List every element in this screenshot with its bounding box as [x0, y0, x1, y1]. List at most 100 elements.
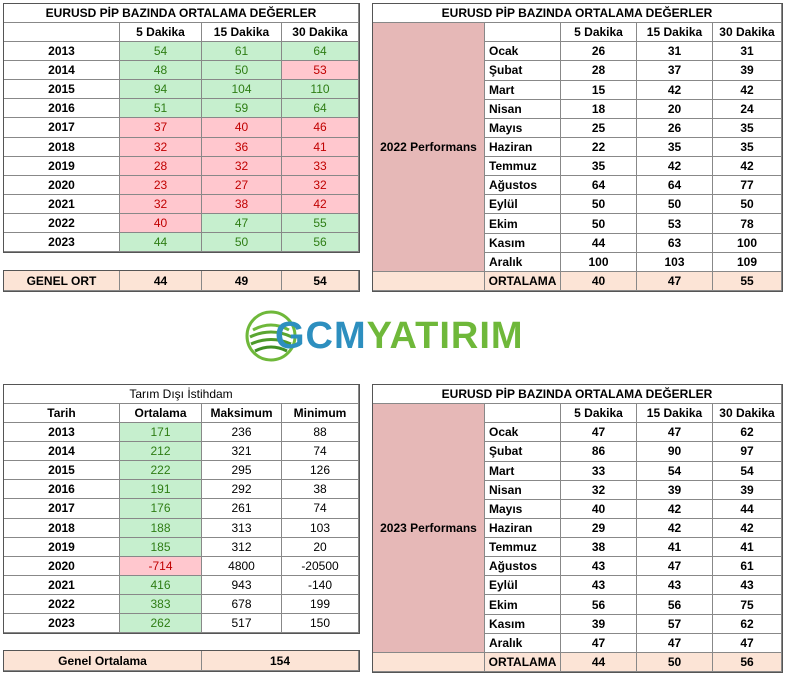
cell: 47: [637, 557, 713, 577]
cell: 103: [637, 252, 713, 272]
total-cell: 54: [282, 271, 359, 291]
total-cell: 154: [202, 651, 359, 671]
row-month: Aralık: [485, 252, 561, 272]
side-label: 2023 Performans: [373, 404, 485, 653]
row-year: 2016: [4, 99, 120, 119]
globe-icon: [245, 310, 297, 362]
cell: 212: [120, 442, 202, 462]
row-month: Ağustos: [485, 176, 561, 196]
table-title: EURUSD PİP BAZINDA ORTALAMA DEĞERLER: [373, 385, 782, 405]
row-year: 2021: [4, 194, 120, 214]
cell: 188: [120, 518, 202, 538]
row-year: 2015: [4, 80, 120, 100]
cell: 28: [561, 61, 637, 81]
total-label: Genel Ortalama: [4, 651, 202, 671]
cell: 22: [561, 137, 637, 158]
row-month: Haziran: [485, 518, 561, 539]
cell: 64: [282, 99, 359, 119]
cell: 262: [120, 613, 202, 633]
table-title: EURUSD PİP BAZINDA ORTALAMA DEĞERLER: [373, 4, 782, 24]
cell: 110: [282, 80, 359, 100]
cell: 35: [713, 118, 782, 138]
cell: 35: [713, 137, 782, 158]
column-header: Ortalama: [120, 404, 202, 424]
cell: 77: [713, 176, 782, 196]
cell: 31: [713, 42, 782, 62]
cell: 50: [202, 232, 282, 252]
cell: 26: [561, 42, 637, 62]
cell: 222: [120, 461, 202, 481]
row-year: 2022: [4, 594, 120, 614]
cell: 43: [713, 576, 782, 596]
column-header: 5 Dakika: [561, 404, 637, 424]
cell: 42: [637, 499, 713, 519]
cell: 62: [713, 614, 782, 634]
cell: 43: [561, 557, 637, 577]
cell: 42: [713, 157, 782, 177]
cell: 312: [202, 537, 282, 557]
cell: 50: [561, 214, 637, 234]
cell: 42: [713, 518, 782, 539]
cell: 383: [120, 594, 202, 614]
cell: 53: [637, 214, 713, 234]
cell: 33: [561, 461, 637, 481]
cell: 103: [282, 518, 359, 538]
yearly-average-total: GENEL ORT 44 49 54: [3, 270, 360, 292]
cell: 40: [561, 499, 637, 519]
cell: 38: [202, 194, 282, 214]
cell: 20: [637, 99, 713, 119]
cell: 56: [637, 595, 713, 615]
row-month: Kasım: [485, 233, 561, 253]
cell: 38: [561, 538, 637, 558]
nonfarm-payroll-table: Tarım Dışı İstihdam Tarih Ortalama Maksi…: [3, 384, 360, 634]
total-cell: 47: [637, 271, 713, 291]
row-year: 2016: [4, 480, 120, 500]
cell: 32: [202, 156, 282, 176]
cell: 39: [561, 614, 637, 634]
cell: 35: [561, 157, 637, 177]
column-header: 30 Dakika: [713, 23, 782, 43]
cell: 20: [282, 537, 359, 557]
table-title: Tarım Dışı İstihdam: [4, 385, 359, 405]
cell: 43: [561, 576, 637, 596]
cell: 35: [637, 137, 713, 158]
cell: 42: [713, 80, 782, 100]
cell: 41: [637, 538, 713, 558]
cell: 104: [202, 80, 282, 100]
row-month: Mart: [485, 80, 561, 100]
total-label: ORTALAMA: [485, 271, 561, 291]
total-spacer: [373, 271, 485, 291]
cell: 236: [202, 423, 282, 443]
yearly-average-table: EURUSD PİP BAZINDA ORTALAMA DEĞERLER 5 D…: [3, 3, 360, 253]
row-month: Mayıs: [485, 118, 561, 138]
table-title: EURUSD PİP BAZINDA ORTALAMA DEĞERLER: [4, 4, 359, 24]
cell: 47: [561, 423, 637, 443]
side-label: 2022 Performans: [373, 23, 485, 272]
row-year: 2023: [4, 232, 120, 252]
cell: 47: [637, 633, 713, 653]
row-year: 2020: [4, 556, 120, 576]
row-month: Haziran: [485, 137, 561, 158]
row-month: Eylül: [485, 195, 561, 215]
cell: 50: [637, 195, 713, 215]
performance-2022-table: EURUSD PİP BAZINDA ORTALAMA DEĞERLER 202…: [372, 3, 783, 292]
cell: 50: [202, 61, 282, 81]
row-month: Nisan: [485, 480, 561, 500]
logo-text-gcm: GCM: [275, 315, 367, 357]
cell: 40: [202, 118, 282, 138]
cell: 54: [637, 461, 713, 481]
cell: 292: [202, 480, 282, 500]
row-year: 2022: [4, 213, 120, 233]
row-month: Temmuz: [485, 538, 561, 558]
cell: 185: [120, 537, 202, 557]
row-year: 2020: [4, 175, 120, 195]
row-month: Ekim: [485, 595, 561, 615]
column-header: [4, 23, 120, 43]
row-year: 2019: [4, 156, 120, 176]
cell: 56: [282, 232, 359, 252]
cell: 61: [202, 42, 282, 62]
row-month: Ocak: [485, 423, 561, 443]
cell: 416: [120, 575, 202, 595]
column-header: 15 Dakika: [637, 23, 713, 43]
cell: 97: [713, 442, 782, 462]
